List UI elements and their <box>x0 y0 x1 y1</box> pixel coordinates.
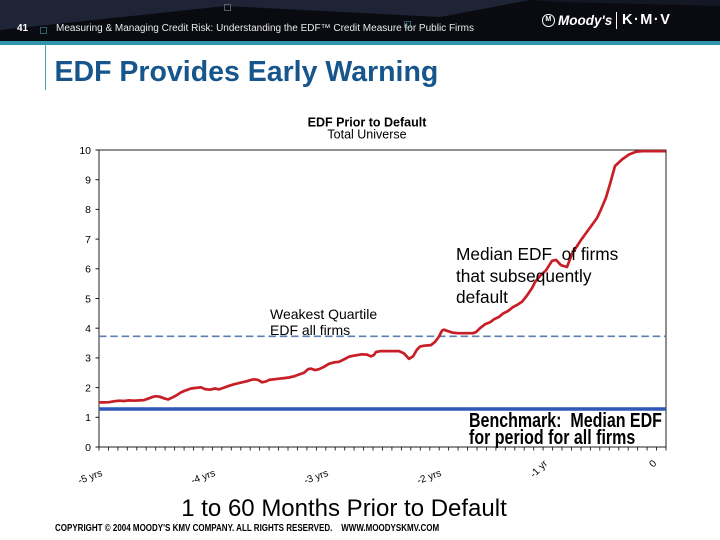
svg-text:Total Universe: Total Universe <box>327 128 406 142</box>
svg-text:10: 10 <box>79 145 91 157</box>
svg-text:5: 5 <box>85 293 91 305</box>
svg-text:6: 6 <box>85 264 91 276</box>
svg-text:2: 2 <box>85 382 91 394</box>
svg-text:1: 1 <box>85 412 91 424</box>
svg-text:0: 0 <box>647 458 659 470</box>
svg-text:-1 yr: -1 yr <box>528 458 550 480</box>
svg-text:-3 yrs: -3 yrs <box>303 468 330 487</box>
svg-text:3: 3 <box>85 353 91 365</box>
svg-text:0: 0 <box>85 442 91 454</box>
svg-text:7: 7 <box>85 234 91 246</box>
svg-text:EDF Prior to Default: EDF Prior to Default <box>308 116 428 130</box>
svg-text:8: 8 <box>85 204 91 216</box>
svg-text:4: 4 <box>85 323 91 335</box>
svg-text:-4 yrs: -4 yrs <box>190 468 217 487</box>
svg-text:-5 yrs: -5 yrs <box>77 468 104 487</box>
svg-text:-2 yrs: -2 yrs <box>416 468 443 487</box>
svg-text:9: 9 <box>85 175 91 187</box>
